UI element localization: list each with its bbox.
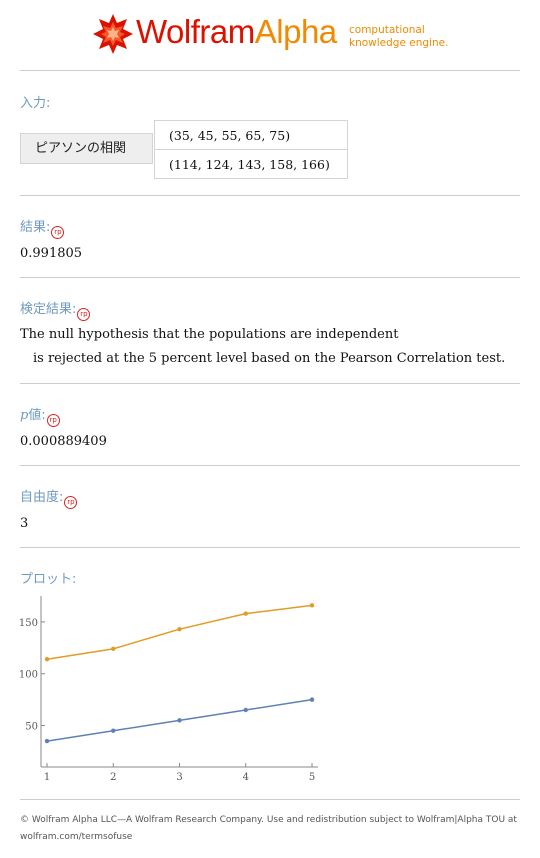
plot-label: プロット: [20, 572, 77, 587]
test-result-line-1: The null hypothesis that the populations… [20, 327, 399, 342]
result-value: 0.991805 [20, 246, 83, 261]
divider [20, 547, 520, 548]
tagline-line1: computational [349, 24, 425, 36]
input-values-row-2: (114, 124, 143, 158, 166) [154, 149, 348, 179]
input-values-row-1: (35, 45, 55, 65, 75) [154, 120, 348, 150]
y-tick-label: 150 [20, 618, 38, 629]
divider [20, 195, 520, 196]
series-2-point [309, 603, 315, 608]
dof-label: 自由度: rp [20, 486, 78, 509]
test-result-line-2: is rejected at the 5 percent level based… [33, 351, 506, 366]
series-2-point [177, 626, 182, 632]
series-1-point [177, 718, 182, 723]
footer: © Wolfram Alpha LLC—A Wolfram Research C… [20, 812, 520, 846]
logo-tagline: computational knowledge engine. [349, 24, 448, 50]
result-label-text: 結果: [20, 220, 51, 235]
tagline-line2: knowledge engine. [349, 37, 449, 49]
plaintext-badge-icon[interactable]: rp [77, 308, 91, 321]
wolfram-spikey-icon[interactable] [93, 14, 133, 54]
test-result-label: 検定結果: rp [20, 298, 91, 321]
dof-label-text: 自由度: [20, 490, 64, 505]
x-tick-label: 1 [44, 772, 50, 783]
divider [20, 799, 520, 800]
header: WolframAlpha computational knowledge eng… [0, 0, 540, 70]
y-tick-label: 50 [25, 722, 38, 733]
pvalue-label: p値: rp [20, 404, 60, 427]
input-row: (114, 124, 143, 158, 166) [154, 149, 348, 179]
logo-text-alpha: Alpha [254, 13, 337, 50]
input-function-name: ピアソンの相関 [20, 133, 153, 164]
logo-text-wolfram: Wolfram [136, 13, 255, 50]
x-tick-label: 2 [110, 772, 116, 783]
divider [20, 465, 520, 466]
result-label: 結果: rp [20, 216, 65, 239]
plaintext-badge-icon[interactable]: rp [51, 226, 65, 239]
footer-line-1: © Wolfram Alpha LLC—A Wolfram Research C… [20, 815, 517, 825]
divider [20, 383, 520, 384]
series-line-2 [46, 604, 313, 660]
x-tick-label: 5 [309, 772, 315, 783]
pvalue-label-p: p [20, 408, 29, 423]
input-row: (35, 45, 55, 65, 75) [154, 120, 348, 150]
series-2-point [243, 611, 248, 616]
pvalue-label-text: 値: [28, 408, 46, 423]
series-1-point [111, 728, 116, 733]
line-plot: 50 100 150 1 2 3 4 5 [20, 596, 318, 783]
dof-value: 3 [20, 516, 29, 531]
input-label: 入力: [20, 96, 51, 111]
input-values-table: (35, 45, 55, 65, 75) (114, 124, 143, 158… [154, 120, 348, 179]
plaintext-badge-icon[interactable]: rp [46, 414, 60, 427]
x-tick-label: 3 [176, 772, 182, 783]
footer-link-termsofuse[interactable]: wolfram.com/termsofuse [20, 832, 133, 842]
divider [20, 70, 520, 71]
series-2-point [44, 657, 50, 662]
series-2-point [111, 646, 116, 652]
test-result-label-text: 検定結果: [20, 302, 77, 317]
series-1-point [44, 738, 50, 744]
series-1-point [243, 707, 248, 713]
series-1-point [309, 697, 315, 702]
x-tick-label: 4 [243, 772, 249, 783]
plaintext-badge-icon[interactable]: rp [64, 496, 78, 509]
divider [20, 277, 520, 278]
y-tick-label: 100 [20, 670, 38, 681]
wolfram-alpha-logo[interactable]: WolframAlpha [136, 13, 337, 51]
pvalue-value: 0.000889409 [20, 434, 107, 449]
